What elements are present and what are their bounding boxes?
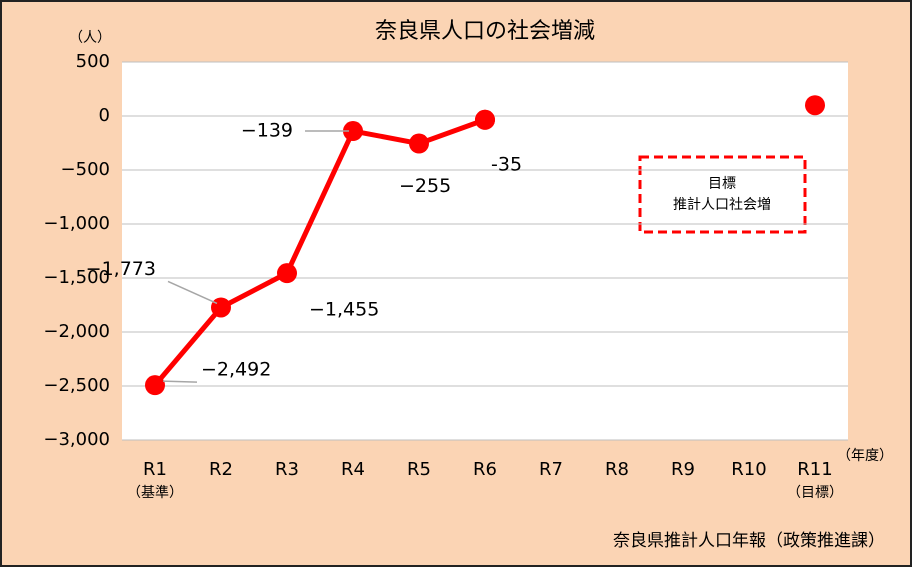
value-label: −139 xyxy=(241,120,293,142)
x-tick-label: R3 xyxy=(275,459,299,480)
x-tick-label: R9 xyxy=(671,459,695,480)
value-label: −1,455 xyxy=(309,299,379,321)
y-tick-label: −1,500 xyxy=(43,267,110,288)
x-unit: （年度） xyxy=(837,448,893,464)
data-point xyxy=(145,375,165,396)
x-tick-label: R7 xyxy=(539,459,563,480)
y-unit: （人） xyxy=(69,30,111,46)
x-tick-label: R1 xyxy=(143,459,167,480)
data-point xyxy=(343,121,363,142)
data-point xyxy=(277,263,297,284)
data-point xyxy=(211,297,231,318)
leader-line xyxy=(167,280,218,305)
annotation-text: 目標 xyxy=(708,176,736,192)
x-tick-label: R11 xyxy=(797,459,832,480)
leader-line xyxy=(162,380,198,383)
x-tick-label: R8 xyxy=(605,459,629,480)
x-tick-label: R5 xyxy=(407,459,431,480)
x-tick-label: R4 xyxy=(341,459,365,480)
data-point xyxy=(409,133,429,154)
x-tick-note: （目標） xyxy=(787,485,843,501)
y-tick-label: 500 xyxy=(76,51,110,72)
source: 奈良県推計人口年報（政策推進課） xyxy=(613,531,885,551)
data-point xyxy=(805,95,825,116)
data-line xyxy=(152,117,488,388)
chart-title: 奈良県人口の社会増減 xyxy=(375,19,595,44)
x-tick-label: R6 xyxy=(473,459,497,480)
value-label: −2,492 xyxy=(201,359,271,381)
y-tick-label: 0 xyxy=(99,105,110,126)
annotation-box xyxy=(638,155,807,234)
y-tick-label: −500 xyxy=(61,159,110,180)
x-tick-label: R10 xyxy=(731,459,766,480)
y-tick-label: −2,500 xyxy=(43,375,110,396)
y-tick-label: −1,000 xyxy=(43,213,110,234)
x-tick-label: R2 xyxy=(209,459,233,480)
y-tick-label: −3,000 xyxy=(43,429,110,450)
value-label: -35 xyxy=(491,153,522,175)
y-tick-label: −2,000 xyxy=(43,321,110,342)
value-label: −1,773 xyxy=(86,258,156,280)
data-point xyxy=(475,109,495,130)
x-tick-note: （基準） xyxy=(127,484,183,501)
value-label: −255 xyxy=(399,175,451,197)
annotation-text: 推計人口社会増 xyxy=(673,197,771,213)
